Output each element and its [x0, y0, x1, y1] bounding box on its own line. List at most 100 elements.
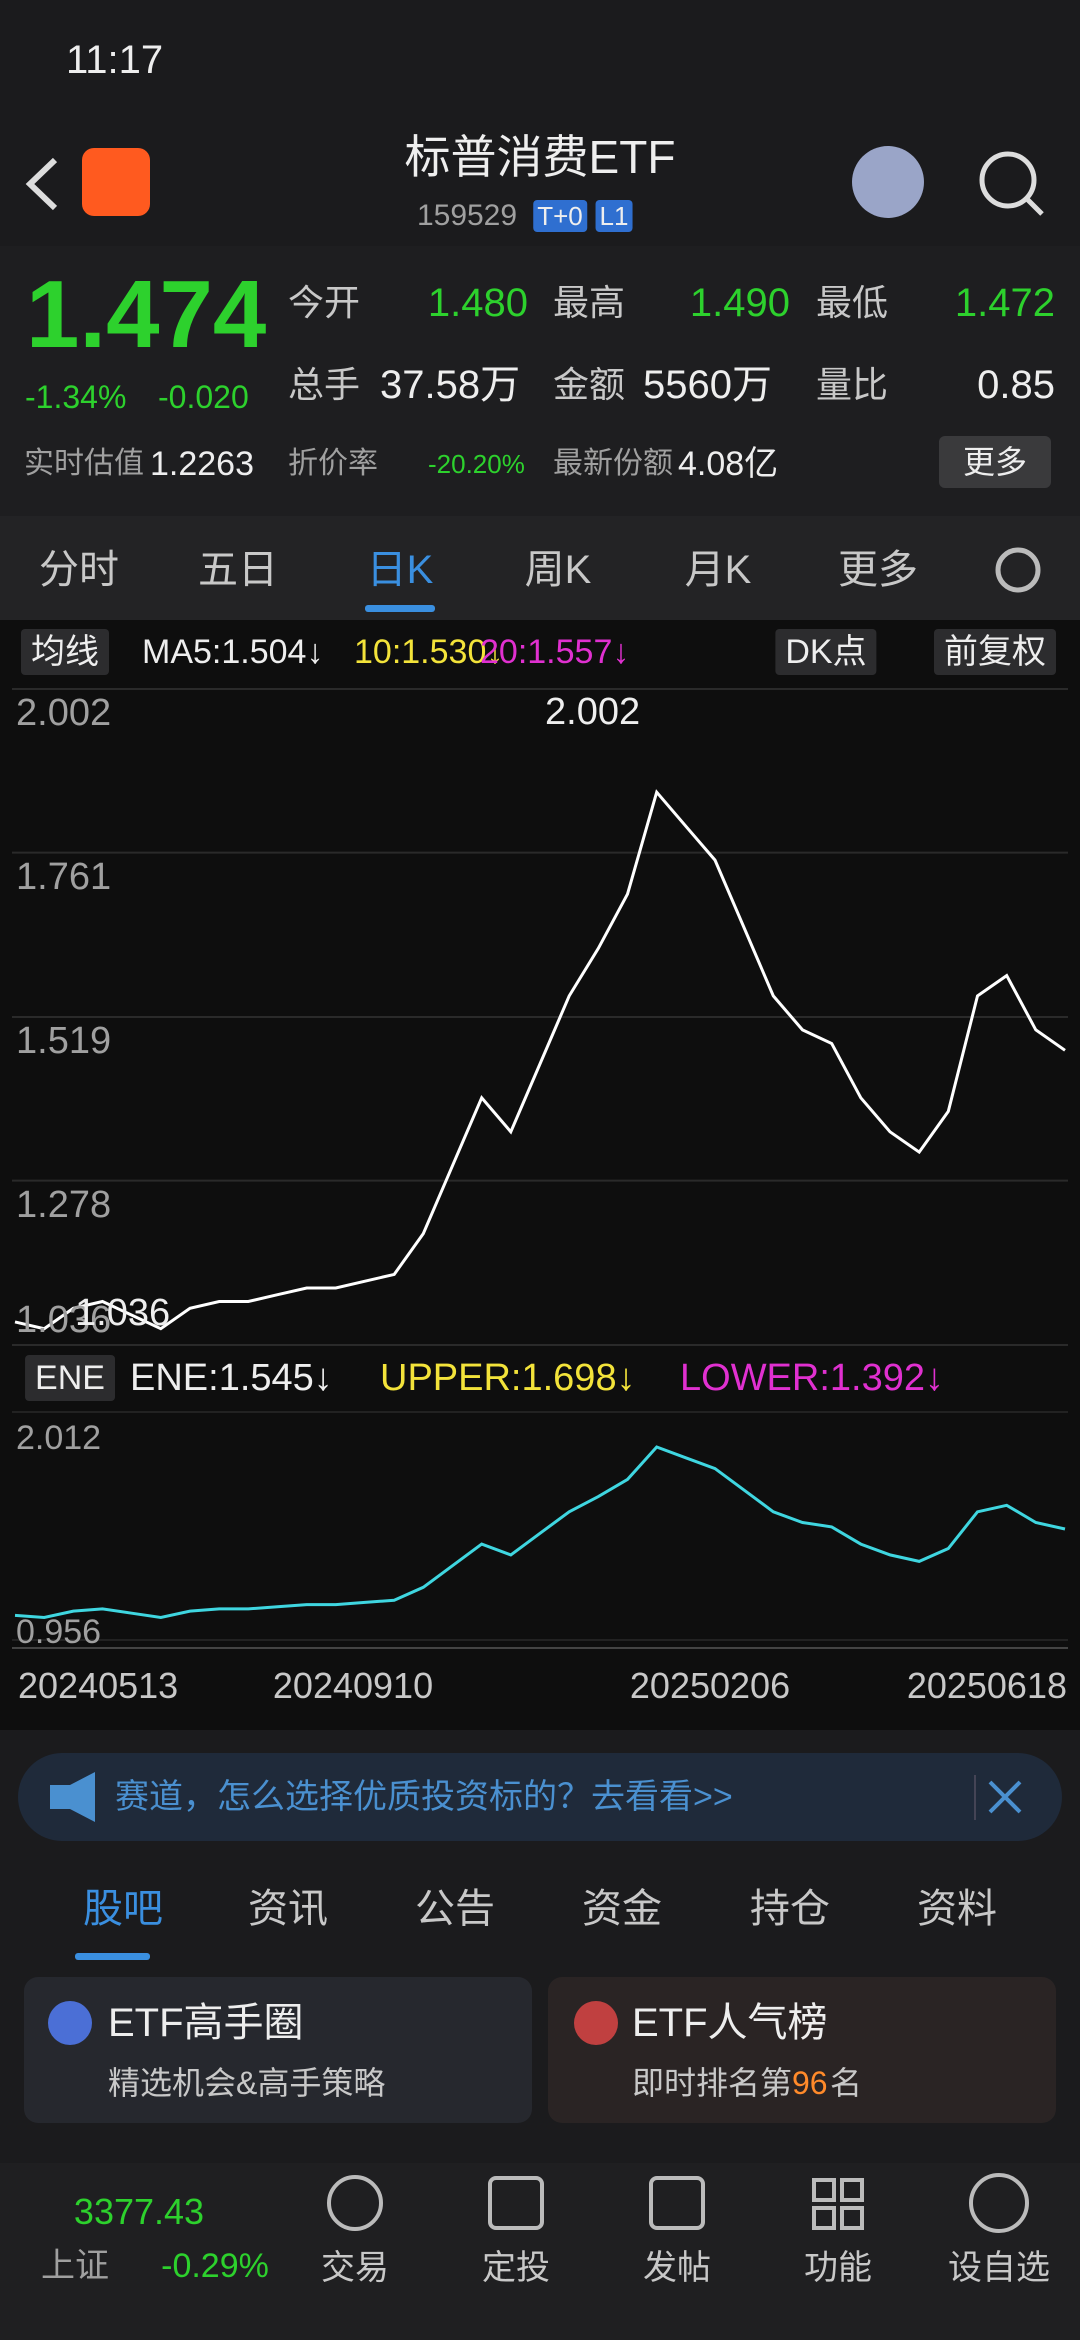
card-subtitle: 名 — [830, 2065, 863, 2101]
field-value: 1.490 — [689, 281, 790, 325]
index-value: 3377.43 — [73, 2191, 205, 2232]
chart-bg — [0, 620, 1080, 1730]
y-tick-label: 1.036 — [16, 1299, 112, 1341]
speaker-icon — [50, 1772, 95, 1822]
y-tick-label: 0.956 — [16, 1613, 102, 1651]
tabs-bg — [0, 516, 1080, 620]
upper-value: UPPER:1.698↓ — [380, 1357, 636, 1399]
nav-icons — [327, 2173, 1029, 2233]
fund-code: 159529 — [416, 199, 518, 232]
field-label: 总手 — [288, 364, 361, 405]
price: 1.474 — [26, 261, 267, 368]
x-tick-label: 20240513 — [18, 1665, 179, 1706]
extra-label: 折价率 — [288, 447, 378, 480]
nav-item[interactable]: 交易 — [321, 2249, 389, 2287]
indicator-select[interactable]: 均线 — [21, 629, 109, 675]
x-tick-label: 20250618 — [906, 1665, 1067, 1706]
nav-item[interactable]: 发帖 — [643, 2249, 711, 2287]
field-value: 37.58万 — [380, 363, 521, 407]
low-annotation: 1.036 — [75, 1292, 171, 1334]
index-change: -0.29% — [161, 2247, 269, 2285]
section-tab[interactable]: 资料 — [917, 1887, 997, 1931]
field-value: 5560万 — [643, 363, 772, 407]
field-label: 今开 — [288, 282, 361, 323]
field-value: 1.480 — [427, 281, 528, 325]
field-label: 最低 — [816, 282, 889, 323]
nav-item[interactable]: 功能 — [804, 2249, 872, 2287]
change: -0.020 — [158, 379, 249, 415]
card-title: ETF高手圈 — [108, 2001, 304, 2045]
y-tick-label: 2.012 — [16, 1419, 102, 1457]
section-tab[interactable]: 资讯 — [248, 1887, 328, 1931]
ma10: 10:1.530↓ — [354, 633, 504, 671]
tab-indicator — [75, 1953, 150, 1960]
period-tab[interactable]: 日K — [366, 548, 434, 592]
field-value: 1.472 — [954, 281, 1055, 325]
extra-value: -20.20% — [428, 449, 525, 479]
section-tab[interactable]: 股吧 — [83, 1887, 163, 1931]
card[interactable] — [24, 1977, 532, 2123]
card-icon — [48, 2001, 92, 2045]
nav-item[interactable]: 定投 — [482, 2249, 550, 2287]
dk-button[interactable]: DK点 — [775, 629, 877, 675]
banner[interactable] — [18, 1753, 1062, 1841]
index-name: 上证 — [41, 2247, 109, 2285]
price-line — [14, 789, 1066, 1331]
card-icon — [574, 2001, 618, 2045]
x-tick-label: 20240910 — [272, 1665, 434, 1706]
section-tab[interactable]: 持仓 — [750, 1887, 830, 1931]
robot-icon[interactable] — [852, 146, 924, 218]
settings-icon[interactable] — [995, 547, 1041, 593]
card-subtitle: 即时排名第 — [632, 2065, 793, 2101]
y-tick-label: 2.002 — [16, 692, 112, 734]
page-title: 标普消费ETF — [404, 131, 676, 183]
tag: L1 — [595, 200, 633, 232]
ene-value: ENE:1.545↓ — [130, 1357, 333, 1399]
lower-value: LOWER:1.392↓ — [680, 1357, 944, 1399]
period-tab[interactable]: 分时 — [39, 548, 119, 592]
section-tab[interactable]: 公告 — [415, 1887, 495, 1931]
quote-bg — [0, 246, 1080, 516]
y-tick-label: 1.278 — [16, 1183, 112, 1226]
indicator-select[interactable]: ENE — [25, 1355, 115, 1401]
extra-label: 实时估值 — [24, 447, 144, 480]
card-subtitle: 精选机会&高手策略 — [108, 2065, 386, 2101]
tag: T+0 — [533, 200, 587, 232]
logo — [82, 148, 150, 216]
extra-value: 4.08亿 — [678, 445, 779, 483]
field-value: 0.85 — [977, 363, 1055, 407]
period-tab[interactable]: 更多 — [838, 548, 918, 592]
period-tab[interactable]: 周K — [524, 548, 592, 592]
y-tick-label: 1.519 — [16, 1020, 112, 1062]
period-tab[interactable]: 五日 — [198, 548, 278, 592]
banner-text[interactable]: 赛道，怎么选择优质投资标的？去看看>> — [115, 1778, 733, 1816]
x-tick-label: 20250206 — [629, 1665, 791, 1706]
period-tab[interactable]: 月K — [684, 548, 752, 592]
extra-label: 最新份额 — [553, 447, 673, 480]
search-icon[interactable] — [979, 151, 1037, 209]
extra-value: 1.2263 — [150, 445, 254, 483]
sub-price-line — [14, 1445, 1066, 1620]
section-tab[interactable]: 资金 — [582, 1887, 662, 1931]
card-title: ETF人气榜 — [632, 2001, 828, 2045]
search-icon — [1025, 197, 1044, 216]
y-tick-label: 1.761 — [16, 855, 112, 898]
high-annotation: 2.002 — [545, 691, 641, 733]
card[interactable] — [548, 1977, 1056, 2123]
back-icon[interactable] — [25, 157, 58, 211]
nav-item[interactable]: 设自选 — [948, 2249, 1050, 2287]
ma20: 20:1.557↓ — [480, 633, 630, 671]
ma5: MA5:1.504↓ — [142, 633, 324, 671]
field-label: 最高 — [553, 282, 626, 323]
tab-indicator — [365, 605, 435, 612]
status-time: 11:17 — [66, 38, 164, 82]
rank-number: 96 — [792, 2065, 828, 2101]
field-label: 金额 — [553, 364, 626, 405]
adjust-button[interactable]: 前复权 — [934, 629, 1056, 675]
change-pct: -1.34% — [25, 379, 127, 415]
close-icon[interactable] — [988, 1780, 1022, 1814]
more-button[interactable]: 更多 — [938, 436, 1052, 488]
field-label: 量比 — [816, 364, 889, 405]
